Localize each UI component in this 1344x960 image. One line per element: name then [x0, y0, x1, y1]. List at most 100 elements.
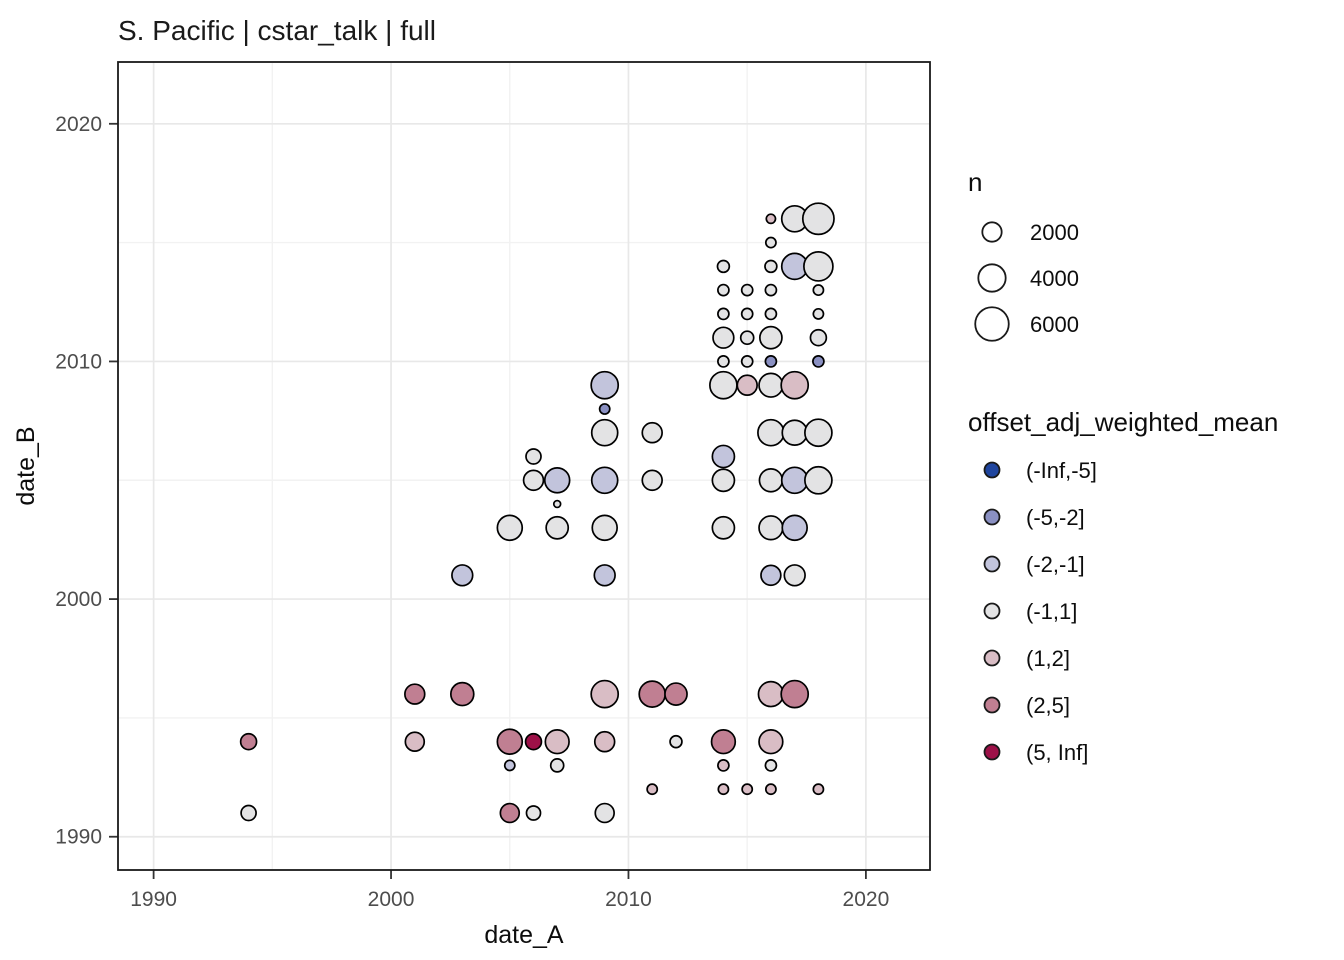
data-point	[709, 370, 738, 400]
data-point	[591, 514, 618, 542]
data-point	[739, 330, 755, 346]
data-point	[764, 355, 778, 368]
data-point	[765, 213, 777, 225]
x-tick-label: 2000	[368, 888, 415, 911]
data-point	[812, 783, 825, 796]
data-point	[758, 372, 784, 398]
data-point	[757, 418, 785, 447]
data-point	[801, 202, 835, 236]
data-point	[764, 259, 778, 274]
size-legend-circle	[981, 221, 1003, 243]
data-point	[740, 283, 754, 297]
data-point	[717, 783, 730, 796]
data-point	[525, 805, 542, 821]
data-point	[812, 355, 825, 368]
data-point	[758, 467, 784, 493]
data-point	[524, 732, 543, 751]
size-legend-title: n	[968, 167, 982, 197]
data-point	[522, 469, 545, 492]
data-point	[736, 374, 758, 396]
data-point	[712, 326, 735, 349]
data-point	[758, 515, 784, 541]
data-point	[641, 469, 663, 492]
data-point	[503, 759, 516, 772]
size-legend-label: 2000	[1030, 220, 1079, 245]
data-point	[764, 307, 778, 321]
color-legend-swatch	[983, 461, 1001, 479]
color-legend-label: (5, Inf]	[1026, 740, 1088, 765]
y-tick-label: 2000	[55, 588, 102, 611]
data-point	[781, 419, 808, 446]
color-legend-label: (-Inf,-5]	[1026, 458, 1097, 483]
data-point	[590, 679, 620, 709]
color-legend-label: (-5,-2]	[1026, 505, 1085, 530]
data-point	[638, 680, 667, 708]
data-point	[669, 734, 683, 749]
data-point	[593, 564, 616, 587]
color-legend-label: (1,2]	[1026, 646, 1070, 671]
data-point	[239, 732, 258, 751]
data-point	[543, 467, 571, 494]
color-legend-swatch	[983, 696, 1001, 714]
data-point	[764, 783, 777, 796]
color-legend-label: (-1,1]	[1026, 599, 1077, 624]
color-legend-swatch	[983, 508, 1001, 526]
data-point	[646, 783, 659, 796]
data-point	[759, 325, 783, 350]
data-point	[590, 466, 619, 495]
size-legend-label: 4000	[1030, 266, 1079, 291]
panel-border	[117, 61, 931, 871]
data-point	[781, 514, 808, 542]
data-point	[594, 802, 615, 824]
x-axis-title: date_A	[484, 921, 564, 949]
data-point	[804, 418, 833, 448]
data-point	[449, 681, 475, 707]
data-point	[717, 759, 730, 772]
data-point	[740, 307, 754, 321]
color-legend-swatch	[983, 555, 1001, 573]
data-point	[544, 728, 570, 755]
data-point	[590, 418, 619, 447]
data-point	[590, 370, 620, 400]
data-point	[764, 283, 778, 297]
panel-background	[118, 62, 930, 870]
color-legend-label: (2,5]	[1026, 693, 1070, 718]
data-point	[716, 259, 731, 274]
data-point	[499, 802, 521, 824]
data-point	[711, 515, 736, 540]
data-point	[451, 564, 474, 587]
color-legend-swatch	[983, 743, 1001, 761]
data-point	[496, 514, 524, 542]
data-point	[525, 448, 542, 465]
color-legend-swatch	[983, 602, 1001, 620]
x-tick-label: 2020	[843, 888, 890, 911]
y-tick-label: 1990	[55, 826, 102, 849]
data-point	[545, 515, 570, 540]
color-legend-swatch	[983, 649, 1001, 667]
size-legend-circle	[977, 263, 1007, 293]
data-point	[809, 328, 828, 347]
data-point	[717, 283, 730, 297]
x-tick-label: 1990	[130, 888, 177, 911]
data-point	[780, 466, 809, 495]
data-point	[760, 564, 782, 587]
data-point	[741, 783, 754, 796]
y-tick-label: 2010	[55, 350, 102, 373]
data-point	[764, 236, 777, 249]
data-point	[240, 804, 257, 822]
y-axis-title: date_B	[12, 426, 40, 505]
data-point	[710, 728, 737, 755]
y-tick-label: 2020	[55, 113, 102, 136]
data-point	[812, 284, 825, 297]
data-point	[711, 468, 736, 493]
x-tick-label: 2010	[605, 888, 652, 911]
data-point	[496, 728, 524, 755]
data-point	[783, 564, 806, 587]
data-point	[740, 355, 754, 368]
data-point	[780, 370, 810, 400]
data-point	[812, 307, 825, 320]
data-point	[717, 307, 730, 321]
data-point	[757, 680, 785, 708]
